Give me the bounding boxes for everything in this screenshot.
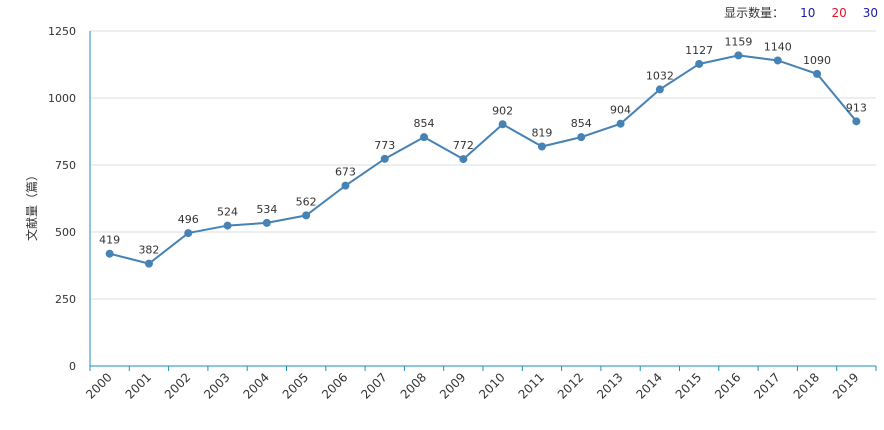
data-label: 902 [492, 104, 513, 117]
data-point[interactable] [302, 211, 311, 220]
data-labels: 419 382 496 524 534 562 673 773 854 772 902 819 854 9… [99, 35, 867, 256]
data-point[interactable] [184, 229, 193, 238]
data-point[interactable] [655, 85, 664, 94]
x-tick-label: 2002 [162, 370, 193, 401]
display-count-control: 显示数量： 10 20 30 [724, 4, 878, 21]
data-point[interactable] [773, 56, 782, 65]
data-point[interactable] [420, 133, 429, 142]
data-label: 1032 [646, 69, 674, 82]
series-line [109, 54, 858, 265]
x-tick-label: 2018 [791, 370, 822, 401]
display-count-option-10[interactable]: 10 [800, 5, 816, 20]
y-tick-label: 250 [55, 293, 76, 306]
data-point[interactable] [577, 133, 586, 142]
x-tick-label: 2013 [594, 370, 625, 401]
x-tick-label: 2011 [516, 370, 547, 401]
data-label: 772 [453, 139, 474, 152]
data-label: 1090 [803, 54, 831, 67]
data-label: 1159 [724, 35, 752, 48]
data-point[interactable] [459, 155, 468, 164]
x-tick-label: 2019 [830, 370, 861, 401]
data-label: 419 [99, 234, 120, 247]
data-label: 904 [610, 104, 631, 117]
y-tick-label: 1000 [48, 92, 76, 105]
data-point[interactable] [852, 117, 861, 126]
x-tick-label: 2006 [319, 370, 350, 401]
data-label: 773 [374, 139, 395, 152]
data-label: 562 [296, 195, 317, 208]
y-tick-label: 1250 [48, 25, 76, 38]
axes: 0 250 500 750 1000 1250 2000 2001 2002 2003 2004 20… [48, 25, 877, 402]
data-label: 382 [138, 244, 159, 257]
data-label: 496 [178, 213, 199, 226]
data-point[interactable] [380, 154, 389, 163]
data-label: 524 [217, 206, 238, 219]
data-label: 913 [846, 101, 867, 114]
data-point[interactable] [616, 119, 625, 128]
x-tick-label: 2004 [240, 370, 271, 401]
data-point[interactable] [537, 142, 546, 151]
data-label: 854 [414, 117, 435, 130]
display-count-option-30[interactable]: 30 [862, 5, 878, 20]
data-label: 1140 [764, 40, 792, 53]
y-tick-label: 750 [55, 159, 76, 172]
data-point[interactable] [734, 51, 743, 60]
data-point[interactable] [341, 181, 350, 190]
data-point[interactable] [262, 218, 271, 227]
data-label: 1127 [685, 44, 713, 57]
series-publications [105, 51, 861, 268]
display-count-option-20[interactable]: 20 [831, 5, 847, 20]
y-tick-label: 0 [69, 360, 76, 373]
x-tick-label: 2014 [633, 370, 664, 401]
data-point[interactable] [695, 59, 704, 68]
x-tick-label: 2001 [123, 370, 154, 401]
x-tick-label: 2017 [751, 370, 782, 401]
grid-lines [90, 30, 876, 300]
data-point[interactable] [144, 259, 153, 268]
data-point[interactable] [105, 249, 114, 258]
x-tick-label: 2015 [673, 370, 704, 401]
x-tick-label: 2003 [201, 370, 232, 401]
x-tick-label: 2008 [398, 370, 429, 401]
display-count-label: 显示数量： [724, 6, 785, 20]
data-label: 534 [256, 203, 277, 216]
data-point[interactable] [498, 120, 507, 129]
x-tick-label: 2005 [280, 370, 311, 401]
data-label: 673 [335, 166, 356, 179]
data-label: 819 [531, 127, 552, 140]
data-label: 854 [571, 117, 592, 130]
x-tick-label: 2010 [476, 370, 507, 401]
x-tick-label: 2009 [437, 370, 468, 401]
data-point[interactable] [223, 221, 232, 230]
x-tick-label: 2012 [555, 370, 586, 401]
y-axis-title: 文献量（篇） [24, 169, 39, 241]
x-tick-label: 2007 [358, 370, 389, 401]
x-tick-label: 2016 [712, 370, 743, 401]
data-point[interactable] [813, 69, 822, 78]
x-tick-label: 2000 [83, 370, 114, 401]
y-tick-label: 500 [55, 226, 76, 239]
